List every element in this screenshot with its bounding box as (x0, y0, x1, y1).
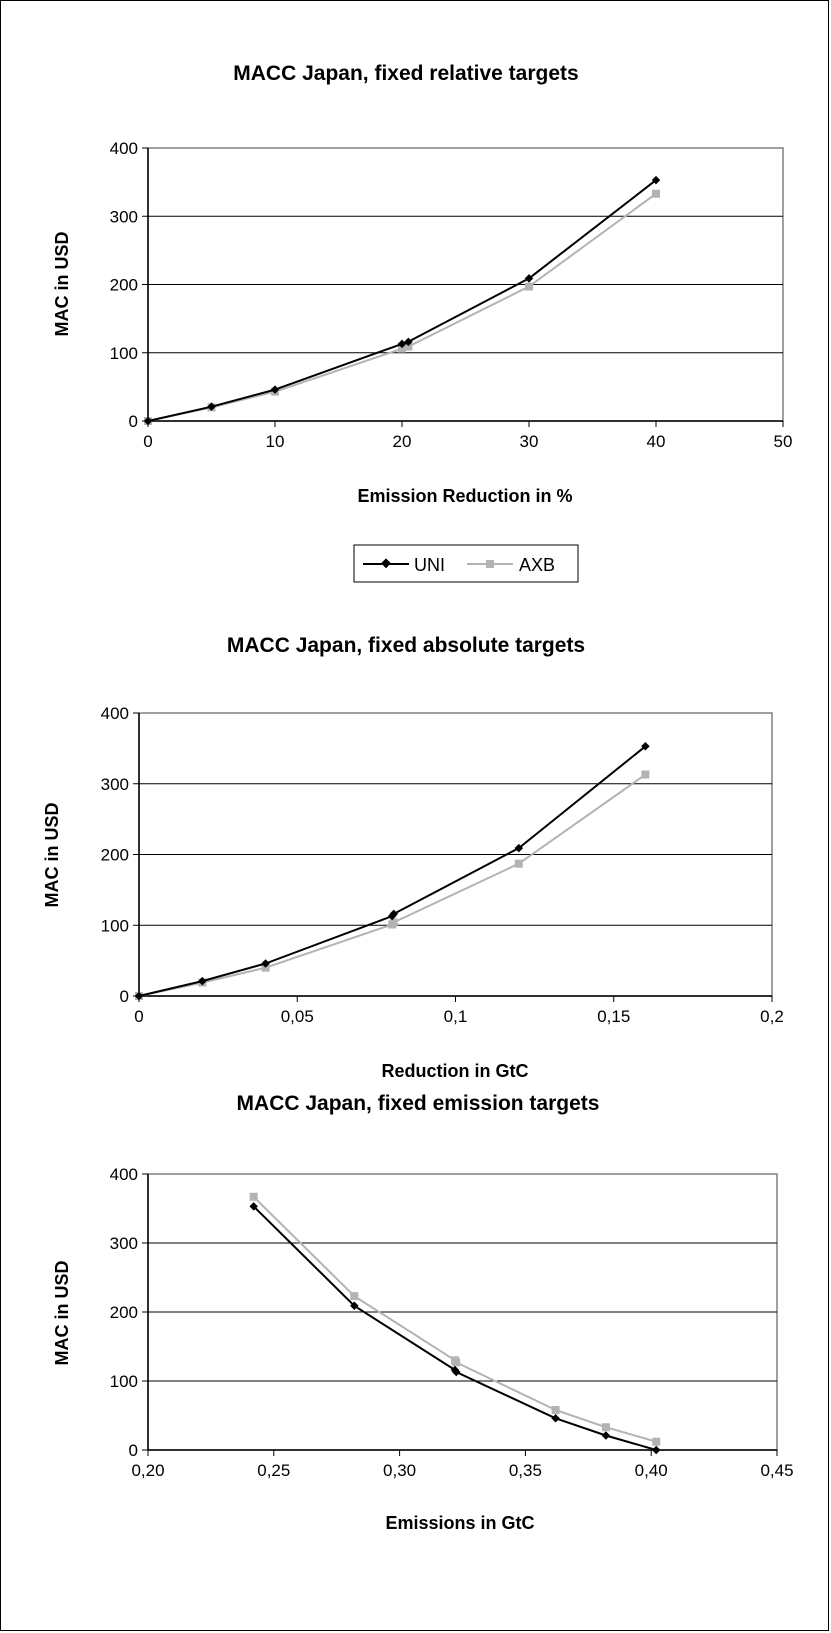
data-point-uni (143, 416, 153, 426)
chart-3-x-axis-title: Emissions in GtC (385, 1513, 534, 1533)
x-tick-label: 0,45 (760, 1461, 793, 1480)
chart-3-x-ticks: 0,20 0,25 0,30 0,35 0,40 0,45 (131, 1449, 794, 1480)
chart-1-x-ticks: 0 10 20 30 40 50 (143, 420, 793, 451)
chart-3-series (249, 1192, 661, 1455)
data-point-axb (601, 1423, 610, 1432)
x-tick-label: 0,1 (444, 1007, 468, 1026)
data-point-axb (551, 1405, 560, 1414)
data-point-uni (350, 1301, 359, 1311)
data-point-axb (652, 1437, 661, 1446)
chart-3: MACC Japan, fixed emission targets 0 100 2… (52, 1092, 794, 1533)
data-point-axb (389, 918, 398, 927)
x-tick-label: 10 (266, 432, 285, 451)
data-point-axb (641, 770, 650, 779)
y-tick-label: 0 (129, 1441, 138, 1460)
chart-2-x-ticks: 0 0,05 0,1 0,15 0,2 (134, 995, 784, 1026)
x-tick-label: 0,20 (131, 1461, 164, 1480)
series-line-axb (252, 1196, 657, 1443)
x-tick-label: 0,35 (509, 1461, 542, 1480)
data-point-axb (261, 963, 270, 972)
y-tick-label: 300 (110, 207, 138, 226)
y-tick-label: 0 (120, 987, 129, 1006)
data-point-axb (514, 859, 523, 868)
y-tick-label: 100 (101, 916, 129, 935)
x-tick-label: 0,25 (257, 1461, 290, 1480)
x-tick-label: 0,40 (635, 1461, 668, 1480)
chart-1-title: MACC Japan, fixed relative targets (233, 62, 578, 85)
y-tick-label: 400 (101, 704, 129, 723)
legend-axb-marker (486, 560, 494, 568)
data-point-axb (404, 342, 413, 351)
chart-1-series (143, 175, 661, 426)
x-tick-label: 0,2 (760, 1007, 784, 1026)
x-tick-label: 0 (134, 1007, 143, 1026)
data-point-uni (524, 274, 534, 283)
data-point-uni (514, 843, 524, 853)
data-point-uni (601, 1431, 611, 1440)
chart-1-x-axis-title: Emission Reduction in % (357, 486, 572, 506)
x-tick-label: 0,15 (597, 1007, 630, 1026)
y-tick-label: 100 (110, 344, 138, 363)
chart-2-y-ticks: 0 100 200 300 400 (101, 704, 140, 1006)
series-line-axb (147, 192, 657, 422)
data-point-axb (652, 189, 660, 198)
data-point-uni (397, 339, 407, 349)
x-tick-label: 50 (774, 432, 793, 451)
x-tick-label: 30 (520, 432, 539, 451)
chart-3-gridlines (148, 1242, 777, 1382)
data-point-uni (404, 337, 413, 347)
chart-2: MACC Japan, fixed absolute targets 0 100 2… (42, 634, 784, 1081)
data-point-uni (207, 402, 216, 411)
legend-axb-label: AXB (519, 555, 555, 575)
chart-2-series (134, 742, 650, 1001)
data-point-uni (270, 385, 280, 394)
data-point-axb (525, 282, 533, 291)
data-point-uni (551, 1414, 560, 1423)
data-point-axb (249, 1192, 258, 1201)
data-point-uni (261, 959, 270, 968)
data-point-uni (651, 1445, 661, 1455)
y-tick-label: 400 (110, 1165, 138, 1184)
chart-1-legend: UNI AXB (353, 544, 579, 583)
chart-1-y-axis-title: MAC in USD (52, 232, 72, 337)
y-tick-label: 300 (110, 1234, 138, 1253)
x-tick-label: 20 (393, 432, 412, 451)
x-tick-label: 0,30 (383, 1461, 416, 1480)
chart-3-y-ticks: 0 100 200 300 400 (110, 1165, 149, 1460)
data-point-uni (641, 742, 650, 751)
y-tick-label: 400 (110, 139, 138, 158)
data-point-uni (451, 1367, 461, 1377)
chart-2-title: MACC Japan, fixed absolute targets (227, 634, 585, 657)
y-tick-label: 0 (129, 412, 138, 431)
y-tick-label: 200 (110, 276, 138, 295)
x-tick-label: 0 (143, 432, 152, 451)
chart-2-y-axis-title: MAC in USD (42, 803, 62, 908)
y-tick-label: 200 (110, 1303, 138, 1322)
chart-1-gridlines (148, 215, 783, 354)
y-tick-label: 200 (101, 846, 129, 865)
chart-3-title: MACC Japan, fixed emission targets (237, 1092, 600, 1115)
chart-3-y-axis-title: MAC in USD (52, 1261, 72, 1366)
y-tick-label: 300 (101, 775, 129, 794)
chart-2-gridlines (139, 783, 772, 926)
chart-1: MACC Japan, fixed relative targets 01002… (52, 62, 793, 583)
data-point-axb (398, 344, 406, 353)
x-tick-label: 40 (647, 432, 666, 451)
legend-uni-label: UNI (414, 555, 445, 575)
data-point-uni (389, 909, 399, 919)
chart-1-y-ticks: 0 100 200 300 400 (110, 139, 149, 431)
x-tick-label: 0,05 (281, 1007, 314, 1026)
data-point-axb (350, 1292, 359, 1301)
y-tick-label: 100 (110, 1372, 138, 1391)
chart-2-x-axis-title: Reduction in GtC (382, 1061, 529, 1081)
data-point-axb (452, 1358, 461, 1367)
